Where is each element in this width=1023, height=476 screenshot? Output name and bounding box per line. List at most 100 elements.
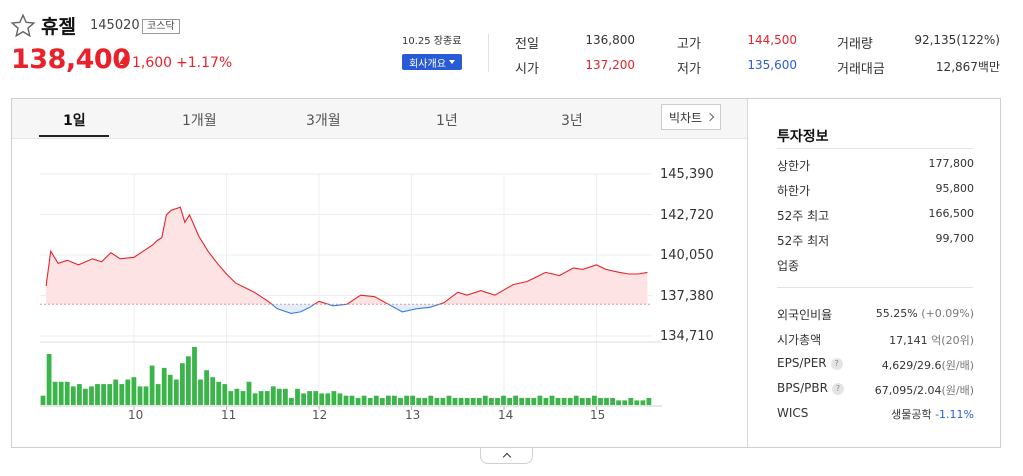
volume-bar bbox=[307, 391, 312, 405]
volume-bar bbox=[125, 379, 131, 405]
x-tick-label: 15 bbox=[590, 408, 606, 422]
collapse-chart-button[interactable] bbox=[480, 448, 533, 464]
price-line-down bbox=[270, 304, 442, 314]
volume-bar bbox=[313, 391, 319, 405]
y-tick-label: 137,380 bbox=[660, 289, 714, 304]
volume-bar bbox=[434, 398, 440, 405]
info-value: 생물공학 -1.11% bbox=[891, 408, 974, 421]
volume-bar bbox=[531, 398, 537, 405]
info-label: EPS/PER? bbox=[777, 356, 843, 370]
volume-bar bbox=[210, 377, 216, 405]
price-chart bbox=[40, 173, 662, 410]
volume-bar bbox=[58, 381, 64, 405]
volume-bar bbox=[501, 395, 506, 405]
volume-bar bbox=[476, 398, 482, 405]
volume-bar bbox=[70, 386, 76, 405]
volume-bar bbox=[52, 381, 58, 405]
x-tick-label: 14 bbox=[498, 408, 514, 422]
panel-divider bbox=[747, 99, 748, 447]
volume-bar bbox=[410, 395, 415, 405]
info-label: 시가총액 bbox=[777, 333, 822, 347]
tab-1-day[interactable]: 1일 bbox=[63, 113, 86, 129]
y-tick-label: 134,710 bbox=[660, 329, 714, 344]
volume-bar bbox=[379, 398, 385, 405]
summary-value: 144,500 bbox=[747, 33, 797, 47]
volume-bar bbox=[40, 395, 46, 405]
volume-bar bbox=[616, 400, 621, 405]
volume-bar bbox=[428, 395, 434, 405]
volume-bar bbox=[610, 398, 615, 405]
volume-bar bbox=[549, 395, 555, 405]
help-icon[interactable]: ? bbox=[831, 382, 844, 395]
info-value: 55.25% (+0.09%) bbox=[875, 307, 974, 320]
volume-bar bbox=[646, 398, 652, 405]
y-tick-label: 142,720 bbox=[660, 208, 714, 223]
x-tick-label: 13 bbox=[405, 408, 421, 422]
info-label: 상한가 bbox=[777, 159, 811, 173]
volume-bar bbox=[543, 398, 549, 405]
volume-bar bbox=[592, 395, 597, 405]
info-label: WICS bbox=[777, 406, 809, 420]
volume-bar bbox=[585, 398, 591, 405]
tab-3-years[interactable]: 3년 bbox=[561, 113, 583, 129]
divider bbox=[777, 148, 973, 149]
x-tick-label: 11 bbox=[221, 408, 237, 422]
tab-1-year[interactable]: 1년 bbox=[436, 113, 458, 129]
volume-bar bbox=[349, 395, 355, 405]
big-chart-button[interactable]: 빅차트 bbox=[661, 104, 721, 130]
divider bbox=[777, 287, 973, 288]
volume-bar bbox=[628, 398, 634, 405]
volume-bar bbox=[373, 395, 379, 405]
info-label: 52주 최저 bbox=[777, 234, 830, 248]
summary-label: 거래량 bbox=[837, 37, 873, 52]
volume-bar bbox=[77, 384, 82, 405]
help-icon[interactable]: ? bbox=[830, 357, 843, 370]
volume-bar bbox=[325, 393, 331, 405]
info-label: 외국인비율 bbox=[777, 308, 833, 322]
volume-bar bbox=[137, 386, 143, 405]
volume-bar bbox=[295, 388, 300, 405]
volume-bar bbox=[113, 379, 119, 405]
summary-value: 135,600 bbox=[747, 58, 797, 72]
volume-bar bbox=[525, 398, 531, 405]
volume-bar bbox=[119, 384, 125, 405]
volume-bar bbox=[149, 365, 155, 405]
company-overview-button[interactable]: 회사개요 bbox=[402, 54, 462, 70]
volume-bar bbox=[83, 388, 88, 405]
favorite-star-icon[interactable] bbox=[10, 13, 36, 39]
volume-bar bbox=[289, 398, 294, 405]
info-value: 177,800 bbox=[928, 157, 975, 170]
price-line-up bbox=[45, 206, 648, 305]
price-area-up bbox=[46, 207, 648, 305]
info-value: 67,095/2.04(원/배) bbox=[874, 384, 974, 397]
volume-bar bbox=[392, 395, 397, 405]
stock-name: 휴젤 bbox=[41, 16, 76, 38]
volume-bar bbox=[537, 395, 543, 405]
volume-bar bbox=[555, 398, 561, 405]
summary-value: 92,135(122%) bbox=[914, 33, 1000, 47]
volume-bar bbox=[131, 377, 137, 405]
volume-bar bbox=[464, 398, 470, 405]
active-tab-indicator bbox=[39, 135, 109, 137]
volume-bar bbox=[234, 388, 240, 405]
volume-bar bbox=[482, 395, 488, 405]
volume-bar bbox=[180, 363, 185, 405]
volume-bar bbox=[264, 391, 270, 405]
volume-bar bbox=[337, 393, 343, 405]
volume-bar bbox=[301, 393, 306, 405]
volume-bar bbox=[567, 398, 573, 405]
info-label: 하한가 bbox=[777, 184, 811, 198]
tab-1-month[interactable]: 1개월 bbox=[182, 113, 217, 129]
volume-bar bbox=[446, 395, 452, 405]
big-chart-label: 빅차트 bbox=[668, 110, 703, 125]
info-value: 95,800 bbox=[935, 182, 975, 195]
header-divider bbox=[488, 34, 489, 72]
volume-bar bbox=[192, 347, 197, 405]
volume-bar bbox=[186, 356, 191, 405]
x-tick-label: 12 bbox=[312, 408, 328, 422]
volume-bar bbox=[355, 398, 361, 405]
volume-bar bbox=[101, 384, 106, 405]
volume-bar bbox=[452, 398, 458, 405]
tab-3-months[interactable]: 3개월 bbox=[306, 113, 341, 129]
volume-bar bbox=[95, 384, 100, 405]
